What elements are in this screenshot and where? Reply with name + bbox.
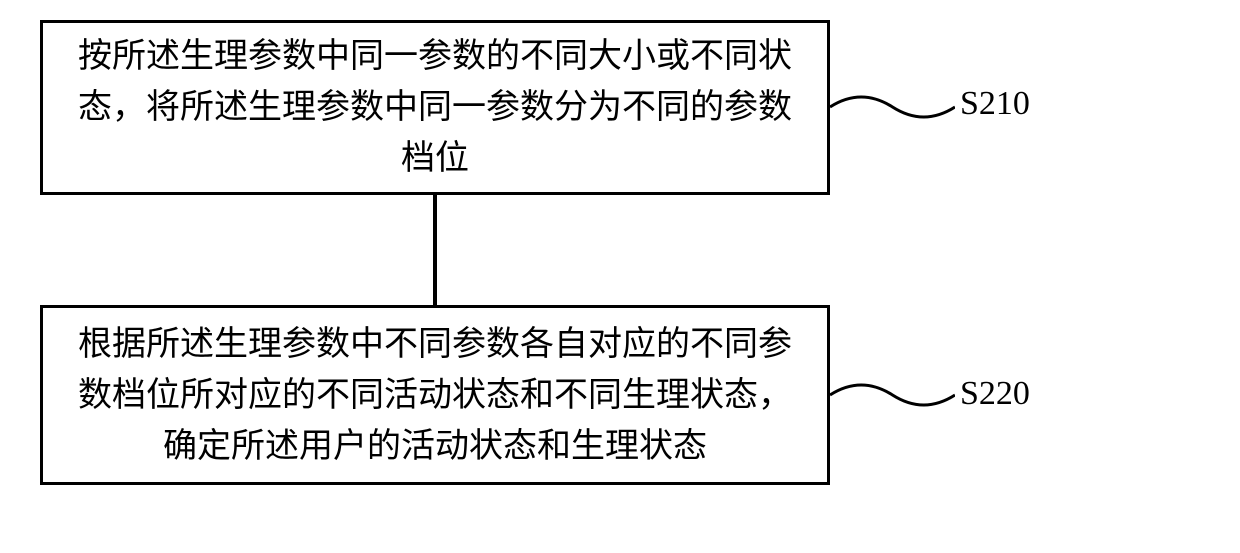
flowchart-step-2: 根据所述生理参数中不同参数各自对应的不同参数档位所对应的不同活动状态和不同生理状… xyxy=(40,305,830,485)
curve-connector-1 xyxy=(830,82,955,132)
step-label-s220: S220 xyxy=(960,375,1030,413)
step-2-text: 根据所述生理参数中不同参数各自对应的不同参数档位所对应的不同活动状态和不同生理状… xyxy=(73,319,797,472)
step-1-text: 按所述生理参数中同一参数的不同大小或不同状态，将所述生理参数中同一参数分为不同的… xyxy=(73,31,797,184)
curve-connector-2 xyxy=(830,370,955,420)
step-label-s210: S210 xyxy=(960,85,1030,123)
connector-line xyxy=(433,195,437,305)
flowchart-step-1: 按所述生理参数中同一参数的不同大小或不同状态，将所述生理参数中同一参数分为不同的… xyxy=(40,20,830,195)
